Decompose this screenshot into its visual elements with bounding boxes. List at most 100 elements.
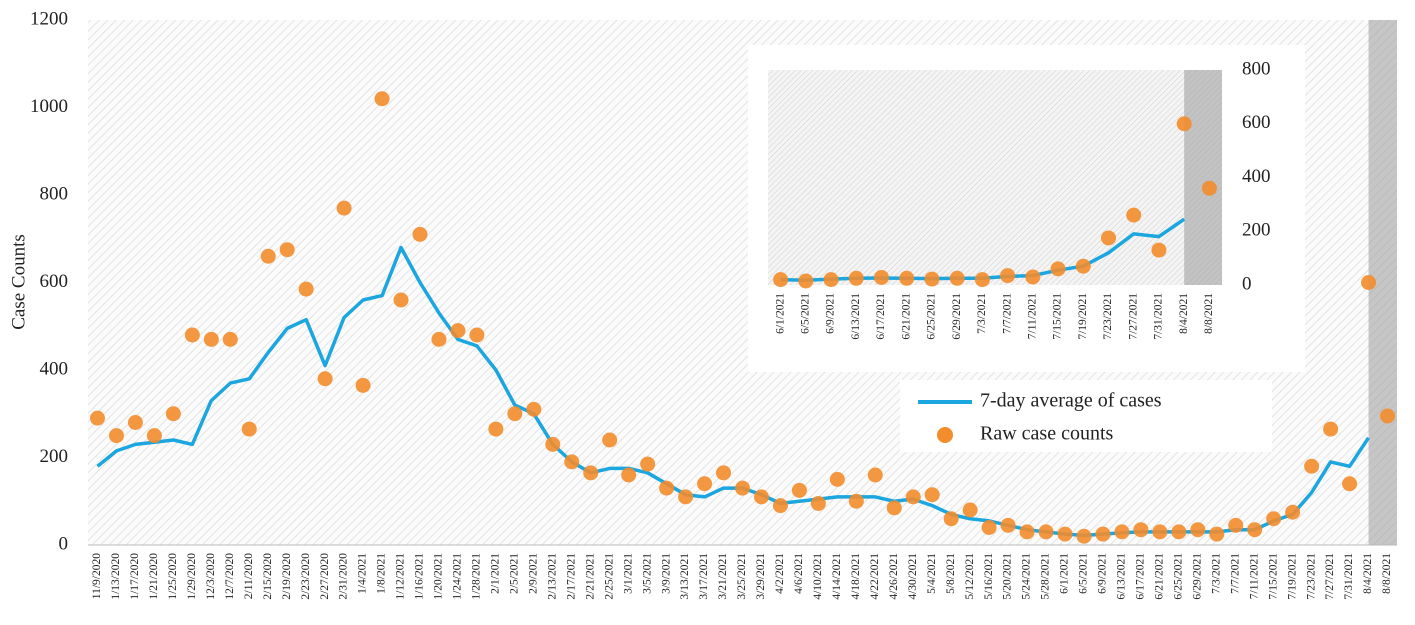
x-tick-label: 6/13/2021	[1116, 553, 1128, 600]
x-tick-label: 2/11/2020	[243, 553, 255, 599]
raw-point	[1152, 524, 1168, 540]
raw-point	[874, 269, 889, 285]
x-tick-label: 3/21/2021	[717, 553, 729, 600]
x-tick-label: 1/13/2020	[110, 553, 122, 600]
raw-point	[184, 327, 200, 343]
raw-point	[1101, 230, 1116, 246]
raw-point	[1133, 522, 1149, 538]
x-tick-label: 4/22/2021	[869, 553, 881, 600]
raw-point	[108, 428, 124, 444]
x-tick-label: 1/17/2020	[129, 553, 141, 600]
shaded-region	[1184, 70, 1222, 285]
raw-point	[1050, 261, 1066, 277]
x-tick-label: 3/1/2021	[622, 553, 634, 594]
raw-point	[241, 421, 257, 437]
raw-point	[1176, 116, 1192, 132]
x-tick-label: 2/25/2021	[603, 553, 615, 600]
raw-point	[412, 226, 428, 242]
raw-point	[298, 281, 314, 297]
raw-point	[943, 511, 959, 527]
x-tick-label: 4/6/2021	[793, 553, 805, 594]
raw-point	[772, 498, 788, 514]
x-tick-label: 6/1/2021	[1059, 553, 1071, 594]
x-tick-label: 2/31/2020	[338, 553, 350, 600]
legend-label: Raw case counts	[980, 423, 1114, 445]
x-tick-label: 6/13/2021	[850, 293, 862, 340]
raw-point	[697, 476, 713, 492]
raw-point	[1323, 421, 1339, 437]
raw-point	[393, 292, 409, 308]
x-tick-label: 11/9/2020	[91, 553, 103, 599]
y-tick-label: 0	[1242, 273, 1252, 294]
x-tick-label: 1/28/2021	[471, 553, 483, 600]
raw-point	[1247, 522, 1263, 538]
raw-point	[621, 467, 637, 483]
x-tick-label: 5/16/2021	[983, 553, 995, 600]
x-tick-label: 6/29/2021	[1191, 553, 1203, 600]
raw-point	[602, 432, 618, 448]
x-tick-label: 5/12/2021	[964, 553, 976, 600]
legend-label: 7-day average of cases	[980, 390, 1162, 412]
x-tick-label: 3/25/2021	[736, 553, 748, 600]
x-tick-label: 2/21/2021	[584, 553, 596, 600]
y-tick-label: 200	[1242, 220, 1271, 241]
raw-point	[1342, 476, 1358, 492]
x-tick-label: 1/8/2021	[376, 553, 388, 594]
raw-point	[1201, 180, 1217, 196]
x-tick-label: 5/24/2021	[1021, 553, 1033, 600]
raw-point	[791, 482, 807, 498]
raw-point	[905, 489, 921, 505]
x-tick-label: 12/3/2020	[205, 553, 217, 600]
raw-point	[165, 406, 181, 422]
raw-point	[1151, 242, 1167, 258]
x-tick-label: 6/17/2021	[875, 293, 887, 340]
x-tick-label: 7/23/2021	[1102, 293, 1114, 340]
x-tick-label: 3/9/2021	[660, 553, 672, 594]
raw-point	[810, 495, 826, 511]
raw-point	[899, 270, 915, 286]
raw-point	[317, 371, 333, 387]
x-tick-label: 6/9/2021	[825, 293, 837, 334]
x-tick-label: 2/5/2021	[508, 553, 520, 594]
x-tick-label: 1/4/2021	[357, 553, 369, 594]
x-tick-label: 4/14/2021	[831, 553, 843, 600]
raw-point	[583, 465, 599, 481]
raw-point	[1209, 526, 1225, 542]
x-tick-label: 4/10/2021	[812, 553, 824, 600]
x-tick-label: 6/25/2021	[1172, 553, 1184, 600]
raw-point	[829, 471, 845, 487]
raw-point	[146, 428, 162, 444]
x-tick-label: 7/19/2021	[1077, 293, 1089, 340]
x-tick-label: 7/3/2021	[976, 293, 988, 334]
raw-point	[924, 487, 940, 503]
raw-point	[1285, 504, 1301, 520]
raw-point	[564, 454, 580, 470]
x-tick-label: 5/20/2021	[1002, 553, 1014, 600]
raw-point	[1361, 275, 1377, 290]
x-tick-label: 12/7/2020	[224, 553, 236, 600]
raw-point	[1114, 524, 1130, 540]
x-tick-label: 8/8/2021	[1381, 553, 1393, 594]
x-tick-label: 8/4/2021	[1362, 553, 1374, 594]
y-tick-label: 600	[40, 271, 69, 292]
y-tick-label: 0	[59, 533, 69, 554]
x-tick-label: 7/27/2021	[1127, 293, 1139, 340]
x-tick-label: 6/29/2021	[951, 293, 963, 340]
x-tick-label: 3/5/2021	[641, 553, 653, 594]
x-tick-label: 8/8/2021	[1203, 293, 1215, 334]
raw-point	[545, 436, 561, 452]
x-tick-label: 7/23/2021	[1305, 553, 1317, 600]
x-tick-label: 5/4/2021	[926, 553, 938, 594]
raw-point	[823, 272, 839, 288]
raw-point	[974, 272, 990, 288]
x-tick-label: 4/26/2021	[888, 553, 900, 600]
x-tick-label: 6/9/2021	[1097, 553, 1109, 594]
legend-background	[900, 380, 1272, 452]
raw-point	[716, 465, 732, 481]
raw-point	[222, 331, 238, 347]
x-tick-label: 2/13/2021	[546, 553, 558, 600]
x-tick-label: 4/30/2021	[907, 553, 919, 600]
plot-area	[768, 70, 1222, 285]
raw-point	[773, 272, 789, 288]
